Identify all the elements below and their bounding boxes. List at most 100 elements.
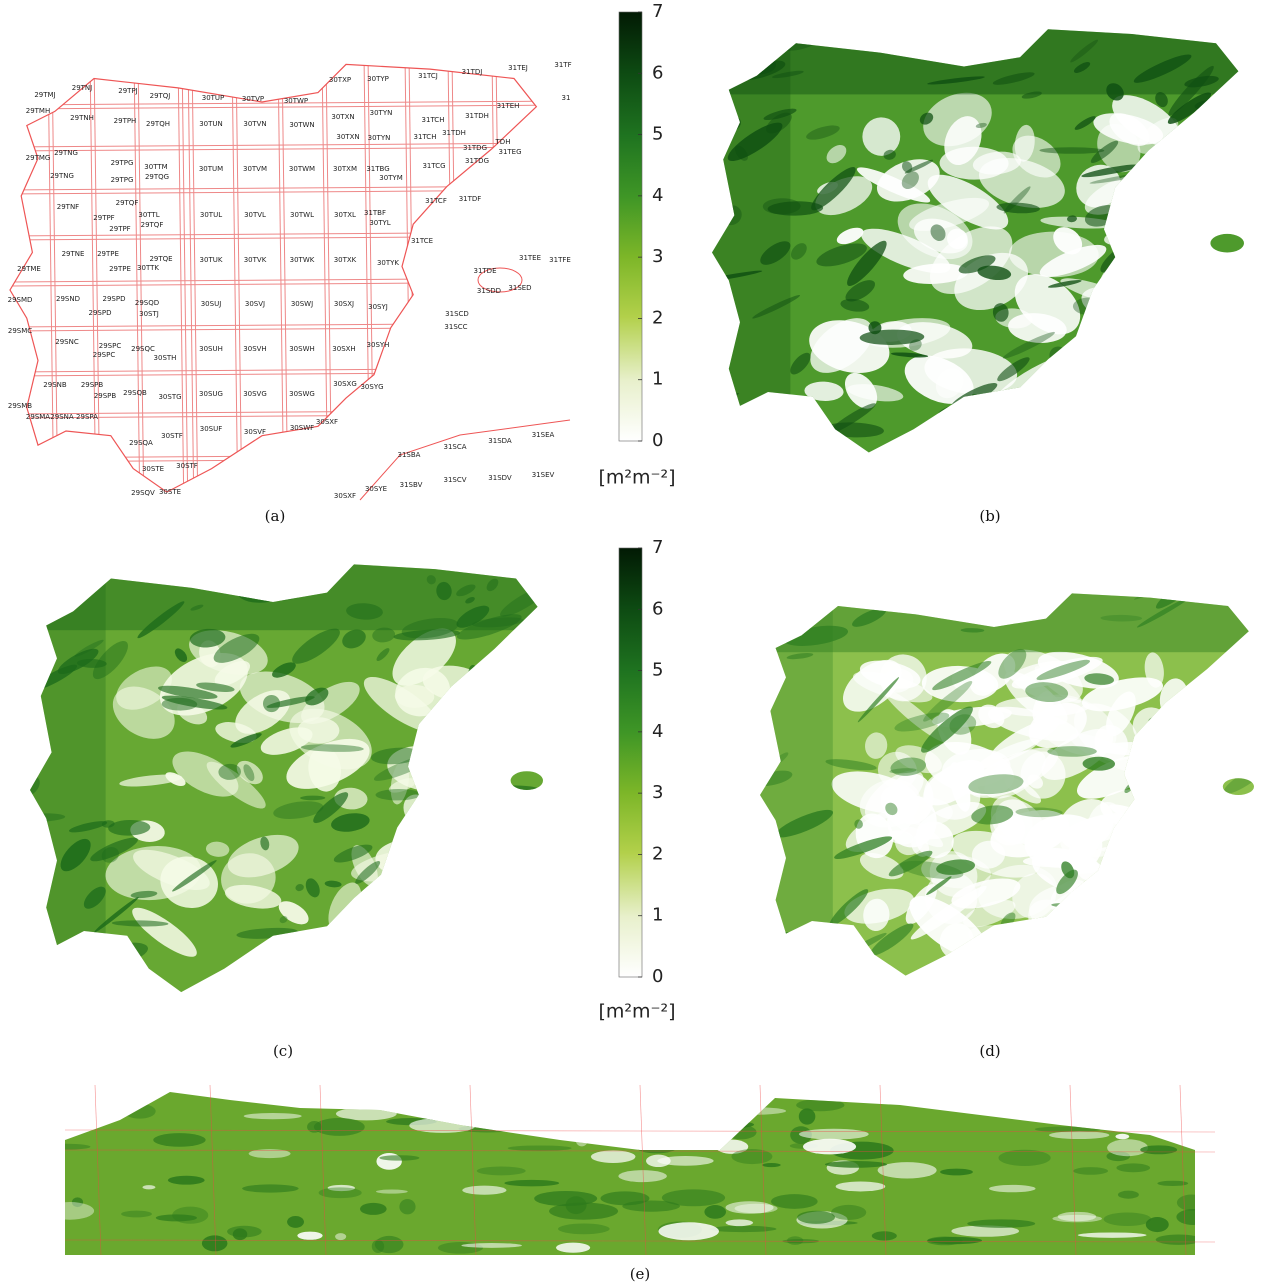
sparse-area: [392, 905, 447, 958]
dense-area: [521, 1107, 539, 1119]
dense-area: [1088, 348, 1139, 390]
dense-area: [1196, 354, 1217, 364]
dense-area: [1228, 333, 1248, 351]
dense-area: [333, 906, 388, 962]
dense-area: [1055, 900, 1111, 937]
dense-area: [662, 1189, 725, 1206]
tile-label: 30SXG: [333, 380, 357, 388]
sparse-area: [297, 1232, 322, 1240]
west-coast: [760, 585, 833, 1005]
dense-area: [815, 25, 836, 45]
dense-area: [1181, 785, 1218, 813]
dense-area: [693, 112, 740, 131]
tile-label: 30SYJ: [368, 303, 388, 311]
tile-label: 31TDH: [442, 129, 466, 137]
tile-label: 30TWL: [290, 211, 314, 219]
tile-label: 30SXF: [334, 492, 356, 500]
tile-label: 31TBF: [364, 209, 386, 217]
dense-area: [1155, 173, 1204, 226]
tile-label: 31SCV: [443, 476, 466, 484]
tile-label: 31TBG: [366, 165, 389, 173]
dense-area: [400, 894, 470, 927]
dense-area: [872, 1231, 897, 1240]
dense-area: [437, 956, 496, 1002]
sparse-area: [576, 1133, 589, 1147]
tile-label: 30TVM: [243, 165, 267, 173]
dense-area: [771, 1194, 818, 1209]
dense-area: [987, 408, 1051, 432]
sparse-area: [1010, 387, 1044, 410]
tile-label: 29SNA: [50, 413, 74, 421]
dense-area: [1092, 371, 1119, 386]
sparse-area: [1058, 1212, 1097, 1221]
tile-label: 30TUM: [199, 165, 223, 173]
dense-area: [266, 560, 311, 585]
dense-area: [472, 989, 505, 1000]
lai-map: [42, 1085, 1215, 1255]
dense-area: [121, 1211, 152, 1218]
dense-area: [399, 1199, 415, 1214]
tile-label: 29TNF: [57, 203, 79, 211]
tile-label: 30TVP: [242, 95, 264, 103]
tile-label: 29TPE: [97, 250, 119, 258]
colorbar-tick-label: 5: [652, 124, 663, 145]
dense-area: [168, 1176, 205, 1185]
dense-area: [973, 30, 1010, 55]
dense-area: [1231, 148, 1287, 178]
panel-label: (d): [979, 1042, 1000, 1060]
tile-border: [10, 186, 570, 190]
tile-label: 30SVH: [243, 345, 266, 353]
sparse-area: [591, 1150, 636, 1163]
dense-area: [709, 1226, 776, 1232]
dense-area: [472, 788, 492, 808]
tile-label: 30STG: [158, 393, 181, 401]
tile-label: 29SPC: [99, 342, 122, 350]
colorbar-tick-label: 1: [652, 905, 663, 926]
dense-area: [1080, 453, 1136, 500]
tile-border: [10, 454, 570, 458]
tile-label: 29TPF: [109, 225, 130, 233]
dense-area: [481, 777, 496, 791]
sparse-area: [430, 900, 464, 926]
dense-area: [1181, 772, 1222, 802]
tile-label: 31TF: [554, 61, 571, 69]
dense-area: [1133, 777, 1148, 792]
dense-area: [796, 1099, 844, 1111]
sparse-area: [726, 1219, 753, 1226]
tile-label: 31: [562, 94, 571, 102]
dense-area: [548, 879, 570, 899]
tile-label: 30SXH: [332, 345, 355, 353]
sparse-area: [46, 1202, 95, 1220]
dense-area: [1184, 701, 1222, 725]
sparse-area: [721, 1107, 786, 1115]
dense-area: [826, 956, 877, 971]
dense-area: [375, 1236, 404, 1253]
lai-map: [686, 10, 1287, 499]
sparse-area: [1102, 215, 1177, 251]
dense-area: [825, 1161, 887, 1168]
north-coast: [760, 585, 1280, 652]
tile-border: [10, 232, 570, 236]
tile-label: 31TDE: [474, 267, 497, 275]
dense-area: [1097, 415, 1112, 429]
tile-label: 30TWM: [289, 165, 315, 173]
tile-label: 29SNC: [55, 338, 79, 346]
sparse-area: [398, 878, 490, 937]
sparse-area: [1115, 1134, 1129, 1140]
tile-label: 30TXK: [334, 256, 357, 264]
north-coast: [30, 555, 570, 630]
dense-area: [716, 427, 776, 448]
dense-area: [172, 1207, 208, 1224]
dense-area: [229, 1000, 259, 1011]
tile-label: 30SUJ: [201, 300, 222, 308]
dense-area: [965, 15, 981, 25]
dense-area: [479, 969, 494, 981]
sparse-area: [406, 851, 457, 906]
dense-area: [1187, 305, 1217, 333]
colorbar-tick-label: 7: [652, 537, 663, 558]
dense-area: [820, 936, 845, 960]
sparse-area: [657, 1156, 713, 1166]
dense-area: [482, 785, 539, 793]
tile-label: 30SUH: [199, 345, 223, 353]
tile-label: 29TPE: [109, 265, 131, 273]
